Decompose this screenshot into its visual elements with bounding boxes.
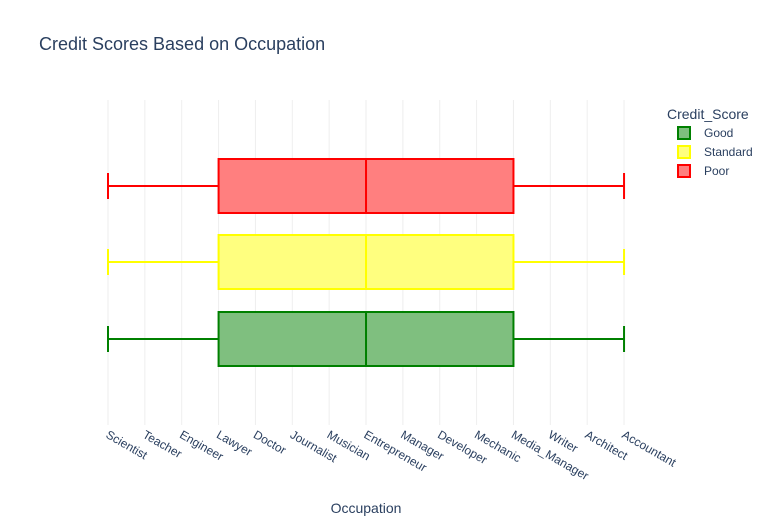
box-poor[interactable] (107, 158, 626, 214)
legend-label: Good (704, 126, 733, 140)
x-tick-label: Doctor (251, 427, 289, 457)
legend-item-standard[interactable]: Standard (677, 145, 753, 159)
legend-swatch (677, 164, 691, 178)
legend[interactable]: Credit_Score Good Standard Poor (667, 106, 753, 178)
legend-item-poor[interactable]: Poor (677, 164, 729, 178)
legend-item-good[interactable]: Good (677, 126, 733, 140)
x-tick-label: Teacher (140, 427, 184, 460)
chart-title: Credit Scores Based on Occupation (39, 34, 325, 54)
legend-label: Standard (704, 145, 753, 159)
box-standard[interactable] (107, 234, 626, 290)
legend-label: Poor (704, 164, 729, 178)
legend-title: Credit_Score (667, 106, 749, 122)
plot-area (107, 158, 626, 367)
legend-swatch (677, 126, 691, 140)
x-tick-label: Accountant (620, 427, 680, 469)
x-axis-title: Occupation (331, 500, 402, 516)
legend-swatch (677, 145, 691, 159)
box-good[interactable] (107, 311, 626, 367)
